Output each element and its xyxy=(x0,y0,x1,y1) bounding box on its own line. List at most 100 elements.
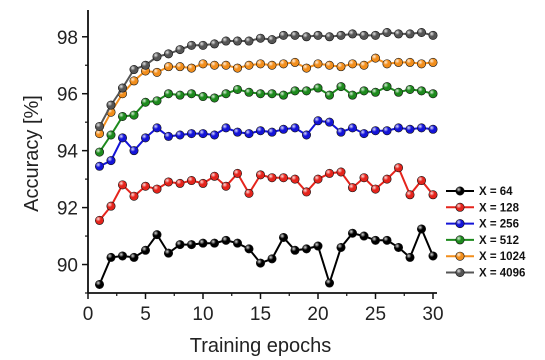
data-point xyxy=(95,161,105,171)
x-tick-label: 10 xyxy=(192,304,213,325)
series-x-128 xyxy=(95,163,438,225)
data-point xyxy=(129,76,139,86)
data-point xyxy=(290,174,300,184)
data-point xyxy=(118,251,128,261)
data-point xyxy=(187,40,197,50)
data-point xyxy=(106,201,116,211)
data-point xyxy=(106,156,116,166)
data-point xyxy=(106,100,116,110)
data-point xyxy=(428,251,438,261)
series-line-x-64 xyxy=(98,226,434,287)
data-point xyxy=(382,235,392,245)
data-point xyxy=(313,116,323,126)
data-point xyxy=(233,168,243,178)
data-point xyxy=(336,127,346,137)
data-point xyxy=(416,123,426,133)
data-point xyxy=(129,191,139,201)
data-point xyxy=(370,87,380,97)
data-point xyxy=(141,181,151,191)
data-point xyxy=(244,244,254,254)
data-point xyxy=(278,30,288,40)
data-point xyxy=(278,124,288,134)
data-point xyxy=(233,127,243,137)
data-point xyxy=(221,89,231,99)
data-point xyxy=(347,183,357,193)
data-point xyxy=(187,89,197,99)
data-point xyxy=(405,252,415,262)
data-point xyxy=(382,59,392,69)
data-point xyxy=(370,53,380,63)
data-point xyxy=(129,252,139,262)
data-point xyxy=(233,238,243,248)
data-point xyxy=(187,176,197,186)
data-point xyxy=(141,133,151,143)
data-point xyxy=(405,124,415,134)
data-point xyxy=(382,174,392,184)
data-point xyxy=(359,60,369,70)
data-point xyxy=(187,129,197,139)
data-point xyxy=(233,36,243,46)
data-point xyxy=(393,57,403,67)
data-point xyxy=(255,258,265,268)
data-point xyxy=(301,130,311,140)
data-point xyxy=(164,49,174,59)
data-point xyxy=(324,60,334,70)
data-point xyxy=(313,59,323,69)
data-point xyxy=(255,33,265,43)
data-point xyxy=(405,57,415,67)
data-point xyxy=(347,228,357,238)
data-point xyxy=(405,29,415,39)
data-point xyxy=(313,174,323,184)
data-point xyxy=(187,240,197,250)
data-point xyxy=(152,52,162,62)
data-point xyxy=(428,89,438,99)
data-point xyxy=(290,30,300,40)
data-point xyxy=(278,232,288,242)
data-point xyxy=(336,82,346,92)
data-point xyxy=(278,59,288,69)
data-point xyxy=(313,241,323,251)
data-point xyxy=(255,126,265,136)
data-point xyxy=(336,62,346,72)
series-x-4096 xyxy=(95,28,438,131)
data-point xyxy=(405,190,415,200)
data-point xyxy=(129,65,139,75)
data-point xyxy=(347,90,357,100)
series-line-x-256 xyxy=(99,119,434,168)
data-point xyxy=(290,86,300,96)
data-point xyxy=(106,130,116,140)
data-point xyxy=(164,177,174,187)
data-point xyxy=(118,133,128,143)
data-point xyxy=(233,63,243,73)
data-point xyxy=(95,121,105,131)
data-point xyxy=(118,83,128,93)
data-point xyxy=(290,57,300,67)
y-tick-label: 92 xyxy=(57,199,78,220)
data-point xyxy=(359,231,369,241)
y-axis-label: Accuracy [%] xyxy=(21,95,43,212)
data-point xyxy=(152,67,162,77)
data-point xyxy=(393,163,403,173)
legend-item-x-1024: X = 1024 xyxy=(446,251,526,263)
legend-item-x-4096: X = 4096 xyxy=(446,268,525,280)
data-point xyxy=(290,245,300,255)
data-point xyxy=(244,188,254,198)
data-point xyxy=(210,171,220,181)
data-point xyxy=(359,173,369,183)
data-point xyxy=(175,178,185,188)
data-point xyxy=(152,230,162,240)
legend-label: X = 64 xyxy=(479,186,513,198)
x-tick-label: 0 xyxy=(83,304,94,325)
data-point xyxy=(141,97,151,107)
data-point xyxy=(428,190,438,200)
data-point xyxy=(416,176,426,186)
axes: 0 5 10 15 20 25 30 90 92 94 96 98 xyxy=(57,10,444,325)
data-point xyxy=(382,82,392,92)
x-axis-label: Training epochs xyxy=(190,335,332,357)
data-point xyxy=(301,86,311,96)
data-point xyxy=(416,224,426,234)
y-tick-label: 96 xyxy=(57,85,78,106)
x-tick-label: 30 xyxy=(422,304,443,325)
data-point xyxy=(324,117,334,127)
data-point xyxy=(359,129,369,139)
